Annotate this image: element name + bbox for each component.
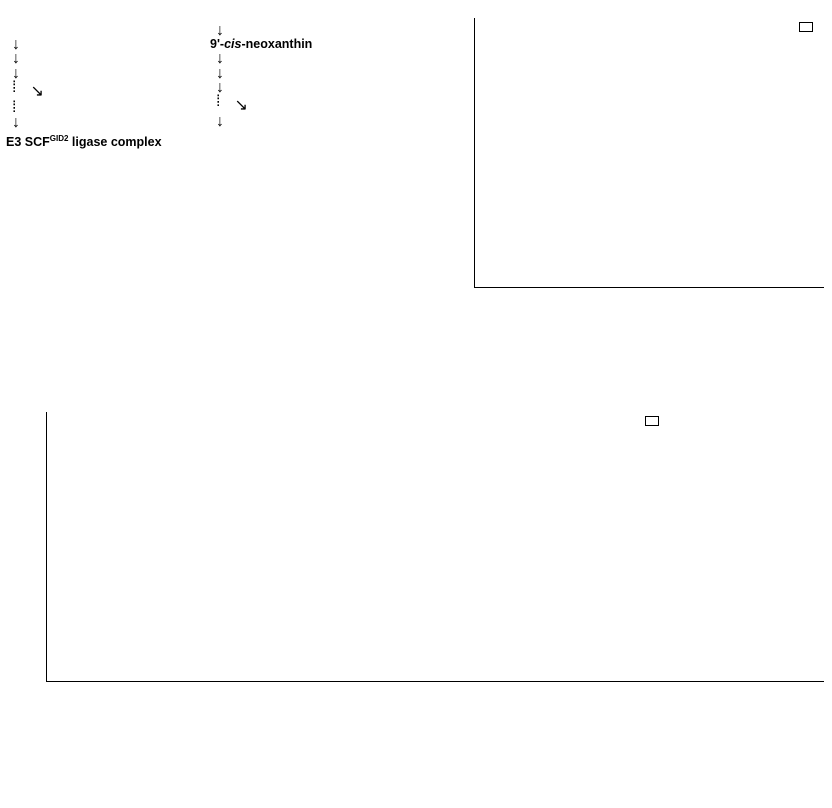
- chart-b: [434, 8, 828, 378]
- legend-swatch: [645, 416, 659, 426]
- arrow-icon: ↓: [12, 67, 201, 81]
- aba-pathway: ↓ 9'-cis-neoxanthin ↓ ↓ ↓ ⁞ ↘ ↓: [210, 24, 420, 134]
- ga-pathway: ↓ ↓ ↓ ⁞ ↘ ⁞↓ E3 SCFGID2 ligase complex: [6, 24, 201, 150]
- arrow-icon: ↓: [216, 81, 420, 95]
- arrow-icon: ⁞: [216, 95, 220, 115]
- arrow-icon: ↓: [216, 52, 420, 66]
- pw-node: 9'-cis-neoxanthin: [210, 38, 420, 52]
- arrow-icon: ↓: [12, 52, 201, 66]
- arrow-icon: ↓: [216, 67, 420, 81]
- signaling-block: E3 SCFGID2 ligase complex: [6, 134, 201, 150]
- legend-swatch: [799, 22, 813, 32]
- arrow-icon: ↓: [12, 38, 201, 52]
- arrow-icon: ↓: [216, 24, 420, 38]
- arrow-icon: ↘: [30, 83, 43, 100]
- chart-c: [6, 402, 828, 802]
- arrow-dotted-icon: ↓: [216, 115, 420, 129]
- arrow-icon: ↘: [234, 97, 247, 114]
- arrow-dotted-icon: ⁞↓: [12, 101, 201, 130]
- legend: [645, 416, 664, 426]
- panel-a: ↓ ↓ ↓ ⁞ ↘ ⁞↓ E3 SCFGID2 ligase complex ↓…: [0, 0, 430, 390]
- arrow-icon: ⁞: [12, 81, 16, 101]
- legend: [799, 22, 818, 32]
